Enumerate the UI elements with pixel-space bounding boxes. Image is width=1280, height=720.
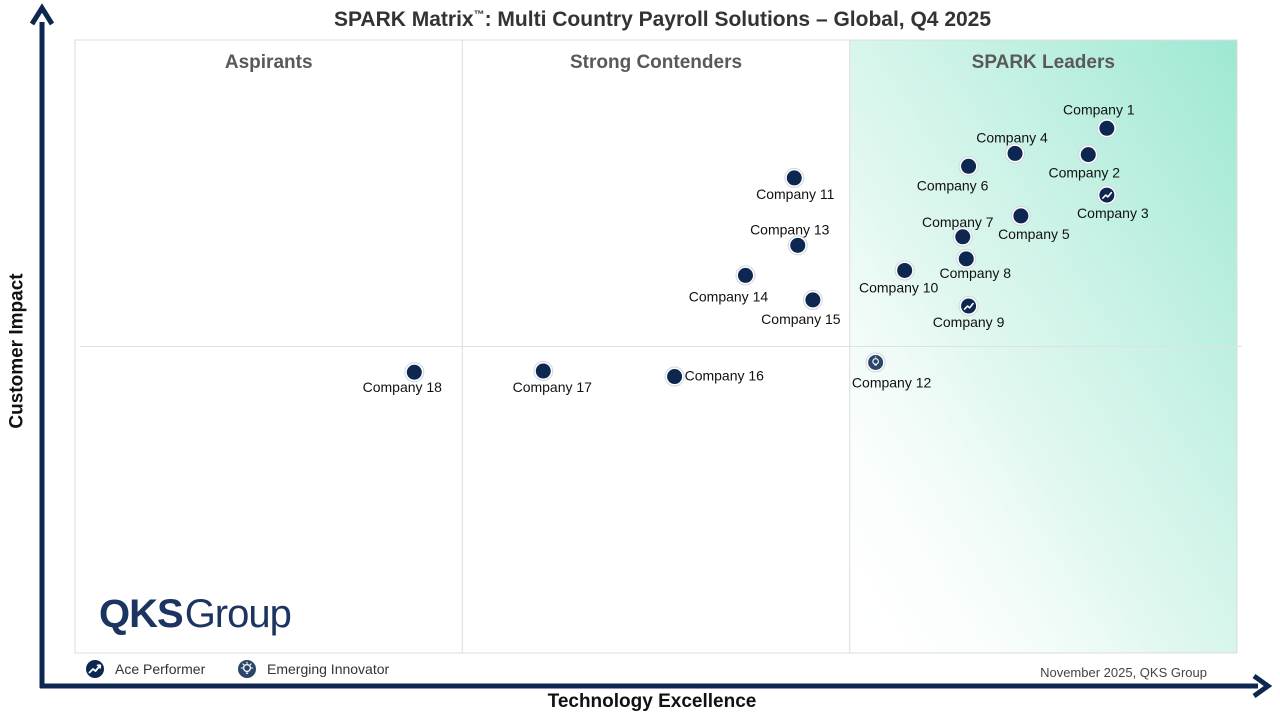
y-axis-label: Customer Impact [6, 273, 28, 429]
qks-group-logo: QKSGroup [99, 592, 292, 637]
quadrant-title-3: SPARK Leaders [972, 52, 1115, 73]
logo-bold-text: QKS [99, 592, 184, 636]
logo-light-text: Group [184, 592, 292, 636]
point-label-company-7: Company 7 [922, 214, 994, 230]
point-label-company-16: Company 16 [685, 368, 765, 384]
point-company-12 [868, 354, 884, 370]
ace-performer-icon [1102, 191, 1113, 199]
chart-title-rest: : Multi Country Payroll Solutions – Glob… [484, 8, 992, 31]
point-company-16 [667, 369, 683, 385]
date-note: November 2025, QKS Group [1040, 665, 1207, 680]
point-label-company-12: Company 12 [852, 374, 932, 390]
point-company-8 [958, 251, 974, 267]
point-company-11 [786, 170, 802, 186]
point-company-17 [535, 363, 551, 379]
chart-title: SPARK Matrix™: Multi Country Payroll Sol… [0, 8, 1280, 32]
point-company-4 [1007, 145, 1023, 161]
point-label-company-15: Company 15 [761, 311, 841, 327]
point-company-10 [897, 262, 913, 278]
point-company-18 [406, 364, 422, 380]
point-label-company-17: Company 17 [513, 379, 593, 395]
point-label-company-18: Company 18 [363, 379, 443, 395]
quadrant-title-2: Strong Contenders [570, 52, 742, 73]
point-label-company-5: Company 5 [998, 226, 1070, 242]
point-company-6 [961, 158, 977, 174]
x-axis-label: Technology Excellence [547, 691, 757, 712]
point-label-company-1: Company 1 [1063, 101, 1135, 117]
point-label-company-14: Company 14 [689, 288, 769, 304]
point-label-company-6: Company 6 [917, 177, 989, 193]
quadrant-title-1: Aspirants [225, 52, 313, 73]
point-label-company-3: Company 3 [1077, 205, 1149, 221]
point-label-company-13: Company 13 [750, 221, 830, 237]
point-company-14 [737, 267, 753, 283]
point-label-company-10: Company 10 [859, 279, 939, 295]
y-axis-arrow-icon [29, 3, 55, 26]
ace-performer-icon [963, 302, 974, 310]
x-axis-arrow-icon [1252, 673, 1273, 699]
trademark-symbol: ™ [473, 9, 485, 21]
point-label-company-8: Company 8 [939, 265, 1011, 281]
legend-label-ace-performer: Ace Performer [115, 661, 206, 677]
point-company-15 [805, 292, 821, 308]
point-company-1 [1099, 120, 1115, 136]
ace-performer-icon [86, 660, 104, 678]
point-label-company-2: Company 2 [1048, 165, 1120, 181]
legend-label-emerging-innovator: Emerging Innovator [267, 661, 390, 677]
emerging-innovator-bulb-detail [874, 356, 877, 366]
point-company-13 [790, 237, 806, 253]
chart-title-main: SPARK Matrix [333, 8, 474, 31]
point-label-company-4: Company 4 [976, 129, 1048, 145]
point-company-2 [1080, 147, 1096, 163]
emerging-innovator-icon [872, 358, 879, 365]
point-company-7 [955, 229, 971, 245]
point-company-5 [1013, 208, 1029, 224]
point-label-company-11: Company 11 [756, 186, 835, 202]
emerging-innovator-icon [238, 660, 256, 678]
point-label-company-9: Company 9 [933, 314, 1005, 330]
